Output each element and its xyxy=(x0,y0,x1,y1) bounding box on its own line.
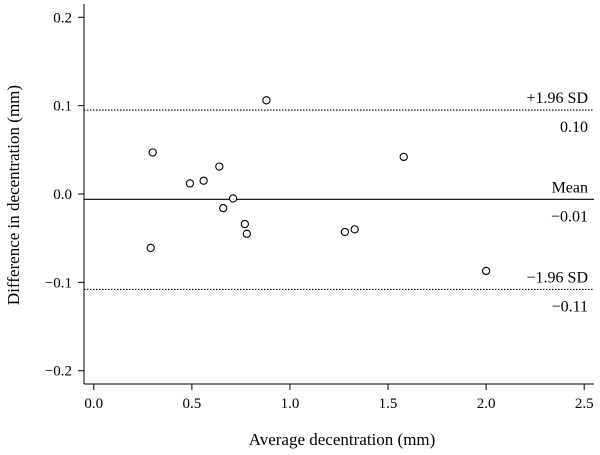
lower-value-label: −0.11 xyxy=(552,298,588,315)
x-ticks: 0.0 0.5 1.0 1.5 2.0 2.5 xyxy=(84,384,594,412)
data-point xyxy=(399,152,408,162)
reference-line-labels: +1.96 SD 0.10 Mean −0.01 −1.96 SD −0.11 xyxy=(527,90,588,315)
y-tick-label: 0.2 xyxy=(53,10,72,26)
y-tick-label: −0.2 xyxy=(45,364,72,380)
x-tick-label: 0.5 xyxy=(183,396,202,412)
mean-value-label: −0.01 xyxy=(551,208,588,225)
data-point xyxy=(242,229,251,238)
y-tick-label: 0.1 xyxy=(53,99,72,115)
data-point xyxy=(240,219,249,229)
x-tick-label: 0.0 xyxy=(84,396,103,412)
data-point xyxy=(199,176,208,185)
data-point xyxy=(350,225,359,234)
reference-lines xyxy=(84,109,594,291)
data-point xyxy=(146,243,155,253)
y-tick-label: 0.0 xyxy=(53,187,72,203)
data-point xyxy=(340,227,350,237)
x-axis-title: Average decentration (mm) xyxy=(249,430,436,449)
upper-label: +1.96 SD xyxy=(527,90,588,107)
upper-value-label: 0.10 xyxy=(560,119,588,136)
data-point xyxy=(262,96,271,105)
data-point xyxy=(219,203,228,213)
y-ticks: 0.2 0.1 0.0 −0.1 −0.2 xyxy=(45,10,84,380)
lower-label: −1.96 SD xyxy=(527,269,588,286)
x-tick-label: 2.5 xyxy=(575,396,594,412)
data-point xyxy=(228,194,238,203)
x-tick-label: 1.5 xyxy=(379,396,398,412)
x-tick-label: 2.0 xyxy=(477,396,496,412)
mean-label: Mean xyxy=(552,179,588,196)
data-point xyxy=(148,148,157,157)
data-points xyxy=(146,96,491,276)
data-point xyxy=(215,162,224,171)
y-axis-title: Difference in decentration (mm) xyxy=(4,85,23,305)
data-point xyxy=(185,179,195,188)
y-tick-label: −0.1 xyxy=(45,275,72,291)
x-tick-label: 1.0 xyxy=(281,396,300,412)
plot-area xyxy=(83,4,594,385)
data-point xyxy=(481,266,491,276)
